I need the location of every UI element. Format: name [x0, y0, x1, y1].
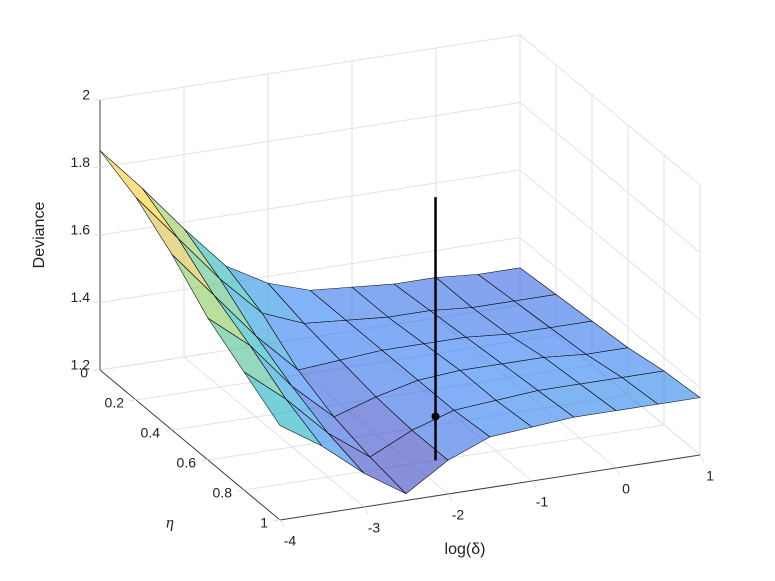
x-tick-label: 0 [622, 481, 630, 497]
grid-line [99, 237, 521, 303]
tick-mark [272, 519, 281, 522]
tick-mark [164, 429, 173, 432]
y-axis-label: η [166, 515, 174, 532]
y-tick-label: 0.4 [141, 425, 161, 441]
grid-line [99, 102, 521, 168]
tick-mark [447, 493, 453, 502]
tick-mark [200, 459, 209, 462]
x-tick-label: -1 [536, 494, 549, 510]
x-tick-label: -2 [452, 507, 465, 523]
grid-line [519, 34, 701, 186]
y-tick-label: 0 [80, 365, 88, 381]
tick-mark [128, 399, 137, 402]
grid-line [519, 102, 701, 253]
z-tick-label: 1.4 [71, 289, 91, 305]
tick-mark [279, 519, 285, 528]
labels: -4 -3 -2 -1 0 1 0 0.2 0.4 0.6 0.8 1 1.2 1.4 1.6 1.8 2 [71, 87, 715, 549]
tick-mark [363, 506, 369, 515]
z-tick-label: 1.6 [71, 222, 91, 238]
tick-mark [699, 454, 705, 463]
tick-mark [236, 489, 245, 492]
y-tick-label: 0.8 [213, 485, 233, 501]
axis-line [99, 369, 281, 521]
z-axis-label: Deviance [31, 202, 48, 269]
axis-line [279, 454, 701, 521]
x-axis-label: log(δ) [445, 541, 486, 558]
marker [431, 412, 440, 421]
z-tick-label: 1.2 [71, 357, 91, 373]
tick-mark [531, 480, 537, 489]
x-tick-label: -4 [284, 533, 297, 549]
z-tick-label: 1.8 [71, 154, 91, 170]
x-tick-label: -3 [368, 520, 381, 536]
grid-line [519, 169, 701, 321]
surface [99, 150, 701, 495]
z-tick-label: 2 [82, 87, 90, 103]
grid-line [519, 237, 701, 388]
y-tick-label: 0.2 [105, 395, 125, 411]
grid-line [183, 356, 365, 508]
grid-line [243, 424, 665, 491]
grid-line [99, 34, 521, 101]
y-tick-label: 0.6 [177, 455, 197, 471]
y-tick-label: 1 [260, 515, 268, 531]
x-tick-label: 1 [706, 468, 714, 484]
surface-patch [99, 150, 179, 239]
surface-patch [243, 371, 323, 447]
tick-mark [615, 467, 621, 476]
